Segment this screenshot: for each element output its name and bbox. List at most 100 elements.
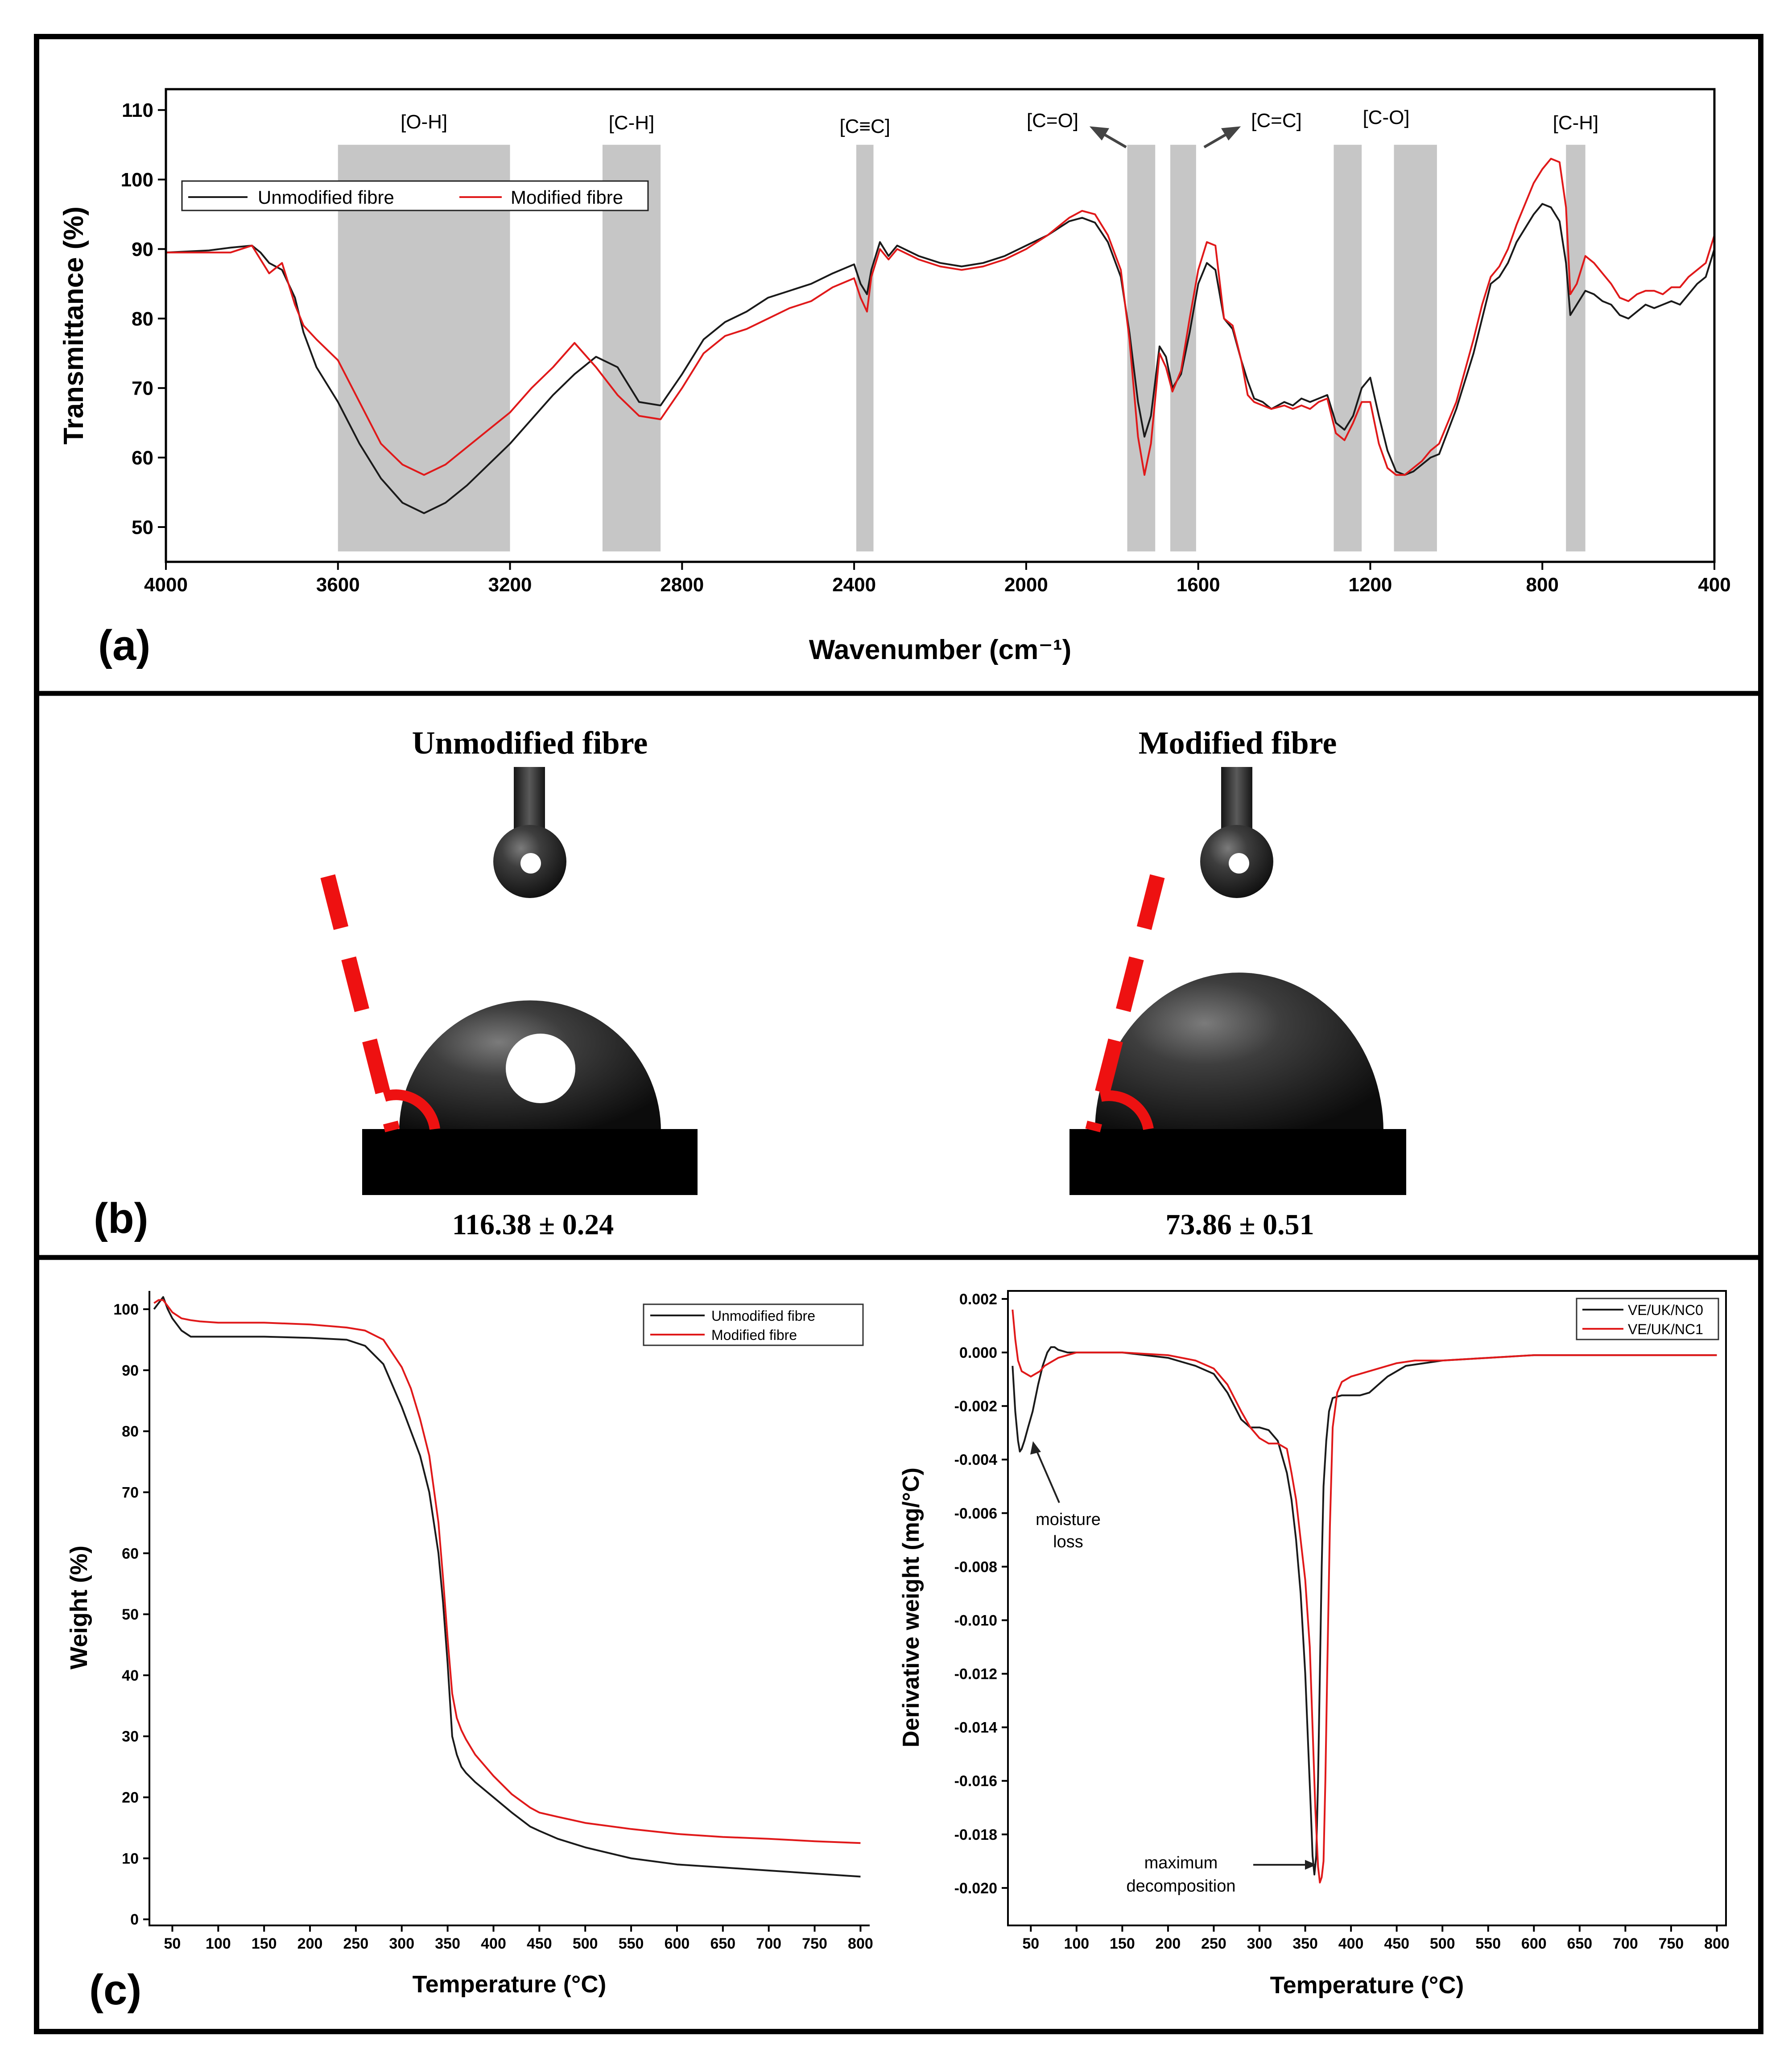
dtg-y-tick-label: -0.012 <box>954 1666 997 1683</box>
ftir-legend-unmodified-label: Unmodified fibre <box>258 187 394 208</box>
dtg-y-tick-label: -0.006 <box>954 1505 997 1522</box>
dtg-y-tick-label: 0.000 <box>959 1344 997 1361</box>
ftir-series-0-line <box>165 203 1715 514</box>
ftir-band-label: [C≡C] <box>839 115 890 137</box>
ftir-band-0 <box>338 144 510 552</box>
dtg-legend: VE/UK/NC0 VE/UK/NC1 <box>1576 1298 1719 1340</box>
ftir-y-tick-label: 50 <box>132 516 153 538</box>
tga-y-tick-label: 70 <box>122 1484 139 1501</box>
tga-x-tick-label: 650 <box>710 1935 735 1952</box>
dtg-x-tick-label: 800 <box>1704 1935 1730 1952</box>
unmodified-drop-highlight <box>506 1034 575 1103</box>
ftir-x-tick-label: 800 <box>1526 574 1559 596</box>
dtg-y-axis: 0.002 0.000 -0.002 -0.004 -0.006 -0.008 -0.010… <box>954 1291 1008 1897</box>
tga-y-tick-label: 40 <box>122 1667 139 1684</box>
dtg-y-tick-label: -0.018 <box>954 1826 997 1843</box>
dtg-series-0-line <box>1012 1346 1717 1875</box>
ftir-x-tick-label: 3600 <box>316 574 360 596</box>
dtg-legend-nc0-label: VE/UK/NC0 <box>1628 1302 1703 1318</box>
dtg-series <box>1012 1309 1717 1884</box>
dtg-x-tick-label: 400 <box>1338 1935 1364 1952</box>
modified-contact-angle-value: 73.86 ± 0.51 <box>1165 1208 1314 1241</box>
ftir-band-4 <box>1170 144 1196 552</box>
alkene-arrowhead <box>1221 126 1241 141</box>
dtg-x-axis: 50 100 150 200 250 300 350 400 450 500 550 600 650 70… <box>1022 1925 1730 1952</box>
tga-x-tick-label: 200 <box>297 1935 323 1952</box>
dtg-x-tick-label: 200 <box>1156 1935 1181 1952</box>
max-decomposition-arrowhead <box>1305 1860 1317 1870</box>
dtg-x-tick-label: 750 <box>1659 1935 1684 1952</box>
tga-x-tick-label: 350 <box>435 1935 460 1952</box>
dtg-x-tick-label: 550 <box>1475 1935 1501 1952</box>
ftir-band-1 <box>602 144 661 552</box>
modified-substrate <box>1069 1129 1406 1195</box>
ftir-x-tick-label: 3200 <box>488 574 532 596</box>
ftir-x-tick-label: 1600 <box>1177 574 1220 596</box>
dtg-series-1-line <box>1012 1309 1717 1884</box>
ftir-band-label: [C-H] <box>609 112 655 134</box>
ftir-band-6 <box>1394 144 1437 552</box>
tga-x-tick-label: 400 <box>481 1935 506 1952</box>
ftir-absorption-bands <box>338 144 1586 552</box>
dtg-chart: 50 100 150 200 250 300 350 400 450 500 550 600 650 70… <box>898 1290 1730 1999</box>
unmodified-substrate <box>362 1129 698 1195</box>
panel-b-label: (b) <box>94 1195 149 1242</box>
ftir-band-2 <box>856 144 874 552</box>
tga-series-1-line <box>153 1299 861 1844</box>
ftir-y-tick-label: 110 <box>122 99 153 121</box>
ftir-series-1-line <box>166 157 1715 476</box>
unmodified-contact-angle-value: 116.38 ± 0.24 <box>452 1208 614 1241</box>
ftir-x-axis: 4000 3600 3200 2800 2400 2000 1600 1200 800 400 <box>144 562 1731 596</box>
dtg-annotations: moisture loss maximum decomposition <box>1030 1441 1317 1896</box>
ftir-band-label: [C-O] <box>1363 107 1409 128</box>
ftir-legend-box <box>181 180 649 211</box>
ftir-y-tick-label: 90 <box>132 239 153 260</box>
figure-frame <box>34 34 1763 2034</box>
tga-y-tick-label: 100 <box>113 1301 139 1318</box>
dtg-y-tick-label: -0.004 <box>954 1451 997 1468</box>
moisture-loss-label-line1: moisture <box>1036 1510 1101 1529</box>
dtg-x-tick-label: 350 <box>1292 1935 1318 1952</box>
tga-x-tick-label: 500 <box>573 1935 598 1952</box>
moisture-loss-arrowhead <box>1030 1441 1041 1455</box>
tga-x-axis: 50 100 150 200 250 300 350 400 450 500 550 600 650 70… <box>164 1925 873 1952</box>
tga-legend-unmodified-label: Unmodified fibre <box>711 1308 815 1324</box>
dtg-legend-nc1-label: VE/UK/NC1 <box>1628 1321 1703 1337</box>
dtg-x-tick-label: 700 <box>1613 1935 1638 1952</box>
tga-x-tick-label: 700 <box>756 1935 781 1952</box>
ftir-y-tick-label: 60 <box>132 447 153 469</box>
ftir-x-tick-label: 2400 <box>832 574 876 596</box>
tga-x-tick-label: 150 <box>252 1935 277 1952</box>
tga-x-tick-label: 800 <box>848 1935 873 1952</box>
dtg-x-tick-label: 600 <box>1521 1935 1547 1952</box>
dtg-x-tick-label: 300 <box>1247 1935 1272 1952</box>
tga-legend-modified-label: Modified fibre <box>711 1327 797 1343</box>
dtg-legend-box <box>1576 1298 1719 1340</box>
ftir-plot-frame <box>165 88 1716 563</box>
modified-tangent-line <box>1085 874 1165 1133</box>
ftir-y-tick-label: 100 <box>121 169 153 191</box>
tga-y-tick-label: 50 <box>122 1606 139 1623</box>
tga-x-tick-label: 450 <box>527 1935 552 1952</box>
ftir-x-tick-label: 2000 <box>1004 574 1048 596</box>
ftir-series <box>165 157 1715 514</box>
dtg-x-tick-label: 100 <box>1064 1935 1089 1952</box>
tga-series <box>153 1296 861 1878</box>
ftir-band-label: [C=O] <box>1027 110 1078 132</box>
ftir-y-tick-label: 80 <box>132 308 153 330</box>
ftir-band-label: [O-H] <box>401 111 447 133</box>
tga-y-tick-label: 30 <box>122 1728 139 1745</box>
unmodified-pendant-highlight <box>520 853 541 874</box>
modified-angle-arc <box>1099 1090 1154 1130</box>
dtg-y-tick-label: -0.008 <box>954 1558 997 1575</box>
unmodified-angle-arc <box>383 1089 440 1130</box>
dtg-x-tick-label: 150 <box>1110 1935 1135 1952</box>
tga-x-tick-label: 100 <box>206 1935 231 1952</box>
dtg-y-tick-label: -0.014 <box>954 1719 997 1736</box>
tga-y-axis-title: Weight (%) <box>66 1546 92 1669</box>
panel-a-label: (a) <box>98 622 150 669</box>
tga-x-tick-label: 250 <box>343 1935 369 1952</box>
dtg-x-tick-label: 450 <box>1384 1935 1409 1952</box>
dtg-y-tick-label: -0.016 <box>954 1773 997 1790</box>
